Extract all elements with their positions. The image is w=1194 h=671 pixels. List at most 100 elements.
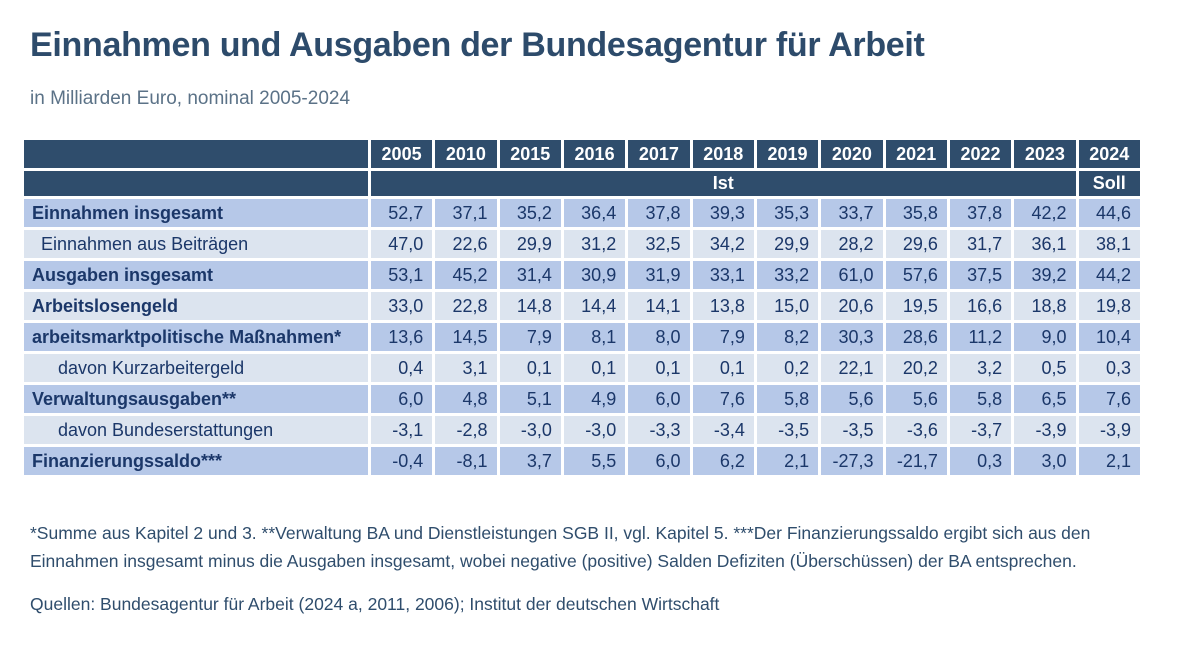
value-cell: 39,3 bbox=[692, 199, 754, 227]
value-cell: 3,1 bbox=[435, 354, 497, 382]
value-cell: 35,2 bbox=[499, 199, 561, 227]
value-cell: 37,5 bbox=[949, 261, 1012, 289]
row-label: Verwaltungsausgaben** bbox=[24, 385, 368, 413]
value-cell: 61,0 bbox=[821, 261, 883, 289]
year-header-2022: 2022 bbox=[949, 140, 1012, 168]
value-cell: -3,9 bbox=[1078, 416, 1140, 444]
value-cell: -2,8 bbox=[435, 416, 497, 444]
value-cell: 18,8 bbox=[1014, 292, 1076, 320]
year-header-2021: 2021 bbox=[885, 140, 947, 168]
value-cell: -8,1 bbox=[435, 447, 497, 475]
value-cell: -3,1 bbox=[370, 416, 433, 444]
value-cell: 31,4 bbox=[499, 261, 561, 289]
value-cell: 44,2 bbox=[1078, 261, 1140, 289]
row-label: Finanzierungssaldo*** bbox=[24, 447, 368, 475]
value-cell: 5,1 bbox=[499, 385, 561, 413]
value-cell: 3,0 bbox=[1014, 447, 1076, 475]
value-cell: 0,3 bbox=[1078, 354, 1140, 382]
value-cell: 37,1 bbox=[435, 199, 497, 227]
value-cell: 33,1 bbox=[692, 261, 754, 289]
value-cell: 2,1 bbox=[756, 447, 819, 475]
table-row: arbeitsmarktpolitische Maßnahmen* 13,6 14,… bbox=[24, 323, 1140, 351]
table-row: Ausgaben insgesamt 53,1 45,2 31,4 30,9 31,9 33… bbox=[24, 261, 1140, 289]
value-cell: 14,8 bbox=[499, 292, 561, 320]
value-cell: 37,8 bbox=[628, 199, 690, 227]
value-cell: 19,5 bbox=[885, 292, 947, 320]
year-header-2020: 2020 bbox=[821, 140, 883, 168]
value-cell: 6,0 bbox=[370, 385, 433, 413]
value-cell: 10,4 bbox=[1078, 323, 1140, 351]
value-cell: 30,3 bbox=[821, 323, 883, 351]
value-cell: 7,9 bbox=[692, 323, 754, 351]
year-header-2017: 2017 bbox=[628, 140, 690, 168]
value-cell: 0,1 bbox=[563, 354, 626, 382]
row-label: arbeitsmarktpolitische Maßnahmen* bbox=[24, 323, 368, 351]
table-row: Verwaltungsausgaben** 6,0 4,8 5,1 4,9 6,0 7,6 5… bbox=[24, 385, 1140, 413]
data-table: 2005 2010 2015 2016 2017 2018 2019 2020 2021 2022… bbox=[21, 137, 1143, 478]
value-cell: 0,5 bbox=[1014, 354, 1076, 382]
table-row: davon Bundeserstattungen -3,1 -2,8 -3,0 -3,0… bbox=[24, 416, 1140, 444]
value-cell: 37,8 bbox=[949, 199, 1012, 227]
sources-text: Quellen: Bundesagentur für Arbeit (2024 … bbox=[30, 594, 720, 614]
value-cell: 7,6 bbox=[692, 385, 754, 413]
value-cell: -3,0 bbox=[499, 416, 561, 444]
value-cell: 6,0 bbox=[628, 385, 690, 413]
value-cell: 36,4 bbox=[563, 199, 626, 227]
value-cell: -21,7 bbox=[885, 447, 947, 475]
row-label: davon Bundeserstattungen bbox=[24, 416, 368, 444]
value-cell: 8,2 bbox=[756, 323, 819, 351]
value-cell: 19,8 bbox=[1078, 292, 1140, 320]
value-cell: 39,2 bbox=[1014, 261, 1076, 289]
value-cell: 16,6 bbox=[949, 292, 1012, 320]
value-cell: 5,6 bbox=[885, 385, 947, 413]
value-cell: 14,4 bbox=[563, 292, 626, 320]
year-header-row: 2005 2010 2015 2016 2017 2018 2019 2020 2021 2022… bbox=[24, 140, 1140, 168]
value-cell: 45,2 bbox=[435, 261, 497, 289]
value-cell: -3,6 bbox=[885, 416, 947, 444]
value-cell: 22,1 bbox=[821, 354, 883, 382]
value-cell: 35,3 bbox=[756, 199, 819, 227]
year-header-2023: 2023 bbox=[1014, 140, 1076, 168]
value-cell: 6,2 bbox=[692, 447, 754, 475]
row-label: Arbeitslosengeld bbox=[24, 292, 368, 320]
table-row: Finanzierungssaldo*** -0,4 -8,1 3,7 5,5 6,0 6,… bbox=[24, 447, 1140, 475]
value-cell: 36,1 bbox=[1014, 230, 1076, 258]
value-cell: 3,2 bbox=[949, 354, 1012, 382]
value-cell: 0,3 bbox=[949, 447, 1012, 475]
value-cell: 13,6 bbox=[370, 323, 433, 351]
value-cell: 20,6 bbox=[821, 292, 883, 320]
table-head: 2005 2010 2015 2016 2017 2018 2019 2020 2021 2022… bbox=[24, 140, 1140, 196]
value-cell: -3,0 bbox=[563, 416, 626, 444]
value-cell: 53,1 bbox=[370, 261, 433, 289]
table-row: Einnahmen aus Beiträgen 47,0 22,6 29,9 31,2 3… bbox=[24, 230, 1140, 258]
row-label: Einnahmen aus Beiträgen bbox=[24, 230, 368, 258]
value-cell: 9,0 bbox=[1014, 323, 1076, 351]
value-cell: 5,5 bbox=[563, 447, 626, 475]
value-cell: 47,0 bbox=[370, 230, 433, 258]
value-cell: 0,2 bbox=[756, 354, 819, 382]
year-header-2015: 2015 bbox=[499, 140, 561, 168]
value-cell: 0,4 bbox=[370, 354, 433, 382]
value-cell: 4,8 bbox=[435, 385, 497, 413]
value-cell: 20,2 bbox=[885, 354, 947, 382]
value-cell: 14,5 bbox=[435, 323, 497, 351]
value-cell: 31,9 bbox=[628, 261, 690, 289]
value-cell: 33,7 bbox=[821, 199, 883, 227]
value-cell: 0,1 bbox=[499, 354, 561, 382]
table-row: Einnahmen insgesamt 52,7 37,1 35,2 36,4 37,8 3… bbox=[24, 199, 1140, 227]
value-cell: 29,9 bbox=[499, 230, 561, 258]
value-cell: 7,6 bbox=[1078, 385, 1140, 413]
year-header-2010: 2010 bbox=[435, 140, 497, 168]
value-cell: 7,9 bbox=[499, 323, 561, 351]
value-cell: 5,8 bbox=[756, 385, 819, 413]
value-cell: -3,5 bbox=[821, 416, 883, 444]
value-cell: 34,2 bbox=[692, 230, 754, 258]
page-title: Einnahmen und Ausgaben der Bundesagentur… bbox=[30, 26, 925, 64]
value-cell: 30,9 bbox=[563, 261, 626, 289]
value-cell: 42,2 bbox=[1014, 199, 1076, 227]
value-cell: 0,1 bbox=[692, 354, 754, 382]
value-cell: 13,8 bbox=[692, 292, 754, 320]
value-cell: 57,6 bbox=[885, 261, 947, 289]
value-cell: 14,1 bbox=[628, 292, 690, 320]
value-cell: 28,6 bbox=[885, 323, 947, 351]
